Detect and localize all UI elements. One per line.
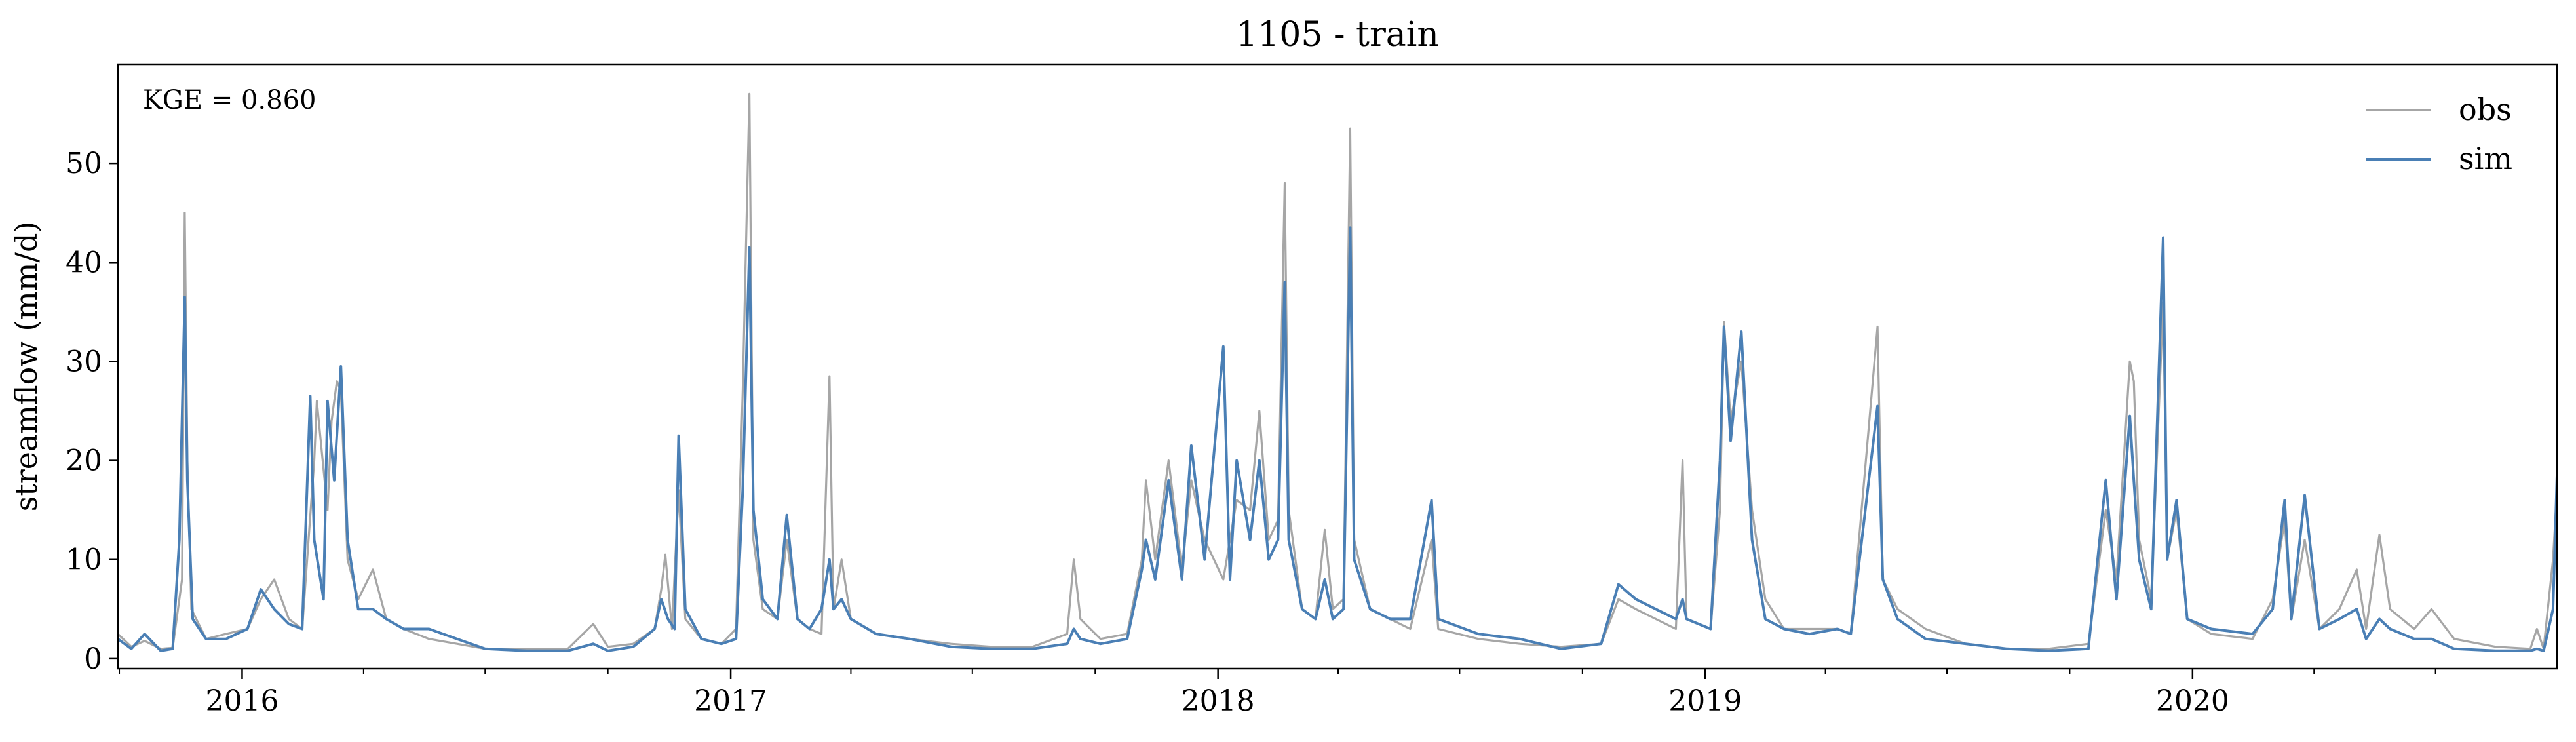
legend: obs sim — [2366, 92, 2512, 176]
chart-title: 1105 - train — [1236, 15, 1439, 54]
y-tick-label: 10 — [66, 543, 102, 577]
x-tick-label: 2017 — [694, 684, 767, 718]
y-tick-label: 20 — [66, 444, 102, 478]
plot-frame — [117, 63, 2558, 670]
series-line-sim — [118, 226, 2557, 652]
y-axis-label: streamflow (mm/d) — [9, 222, 44, 512]
x-tick-label: 2020 — [2156, 684, 2229, 718]
kge-annotation: KGE = 0.860 — [143, 85, 317, 115]
x-axis-ticks: 2016 2017 2018 2019 2020 — [119, 669, 2436, 718]
y-tick-label: 30 — [66, 345, 102, 378]
y-tick-label: 40 — [66, 246, 102, 279]
x-tick-label: 2016 — [205, 684, 279, 718]
y-tick-label: 0 — [84, 642, 102, 676]
y-tick-label: 50 — [66, 147, 102, 180]
plot-area — [117, 63, 2558, 670]
legend-label-sim: sim — [2459, 141, 2512, 176]
legend-label-obs: obs — [2459, 92, 2512, 127]
series-line-obs — [118, 92, 2557, 650]
x-tick-label: 2019 — [1668, 684, 1742, 718]
y-axis-ticks: 0 10 20 30 40 50 — [66, 147, 118, 676]
x-tick-label: 2018 — [1182, 684, 1255, 718]
